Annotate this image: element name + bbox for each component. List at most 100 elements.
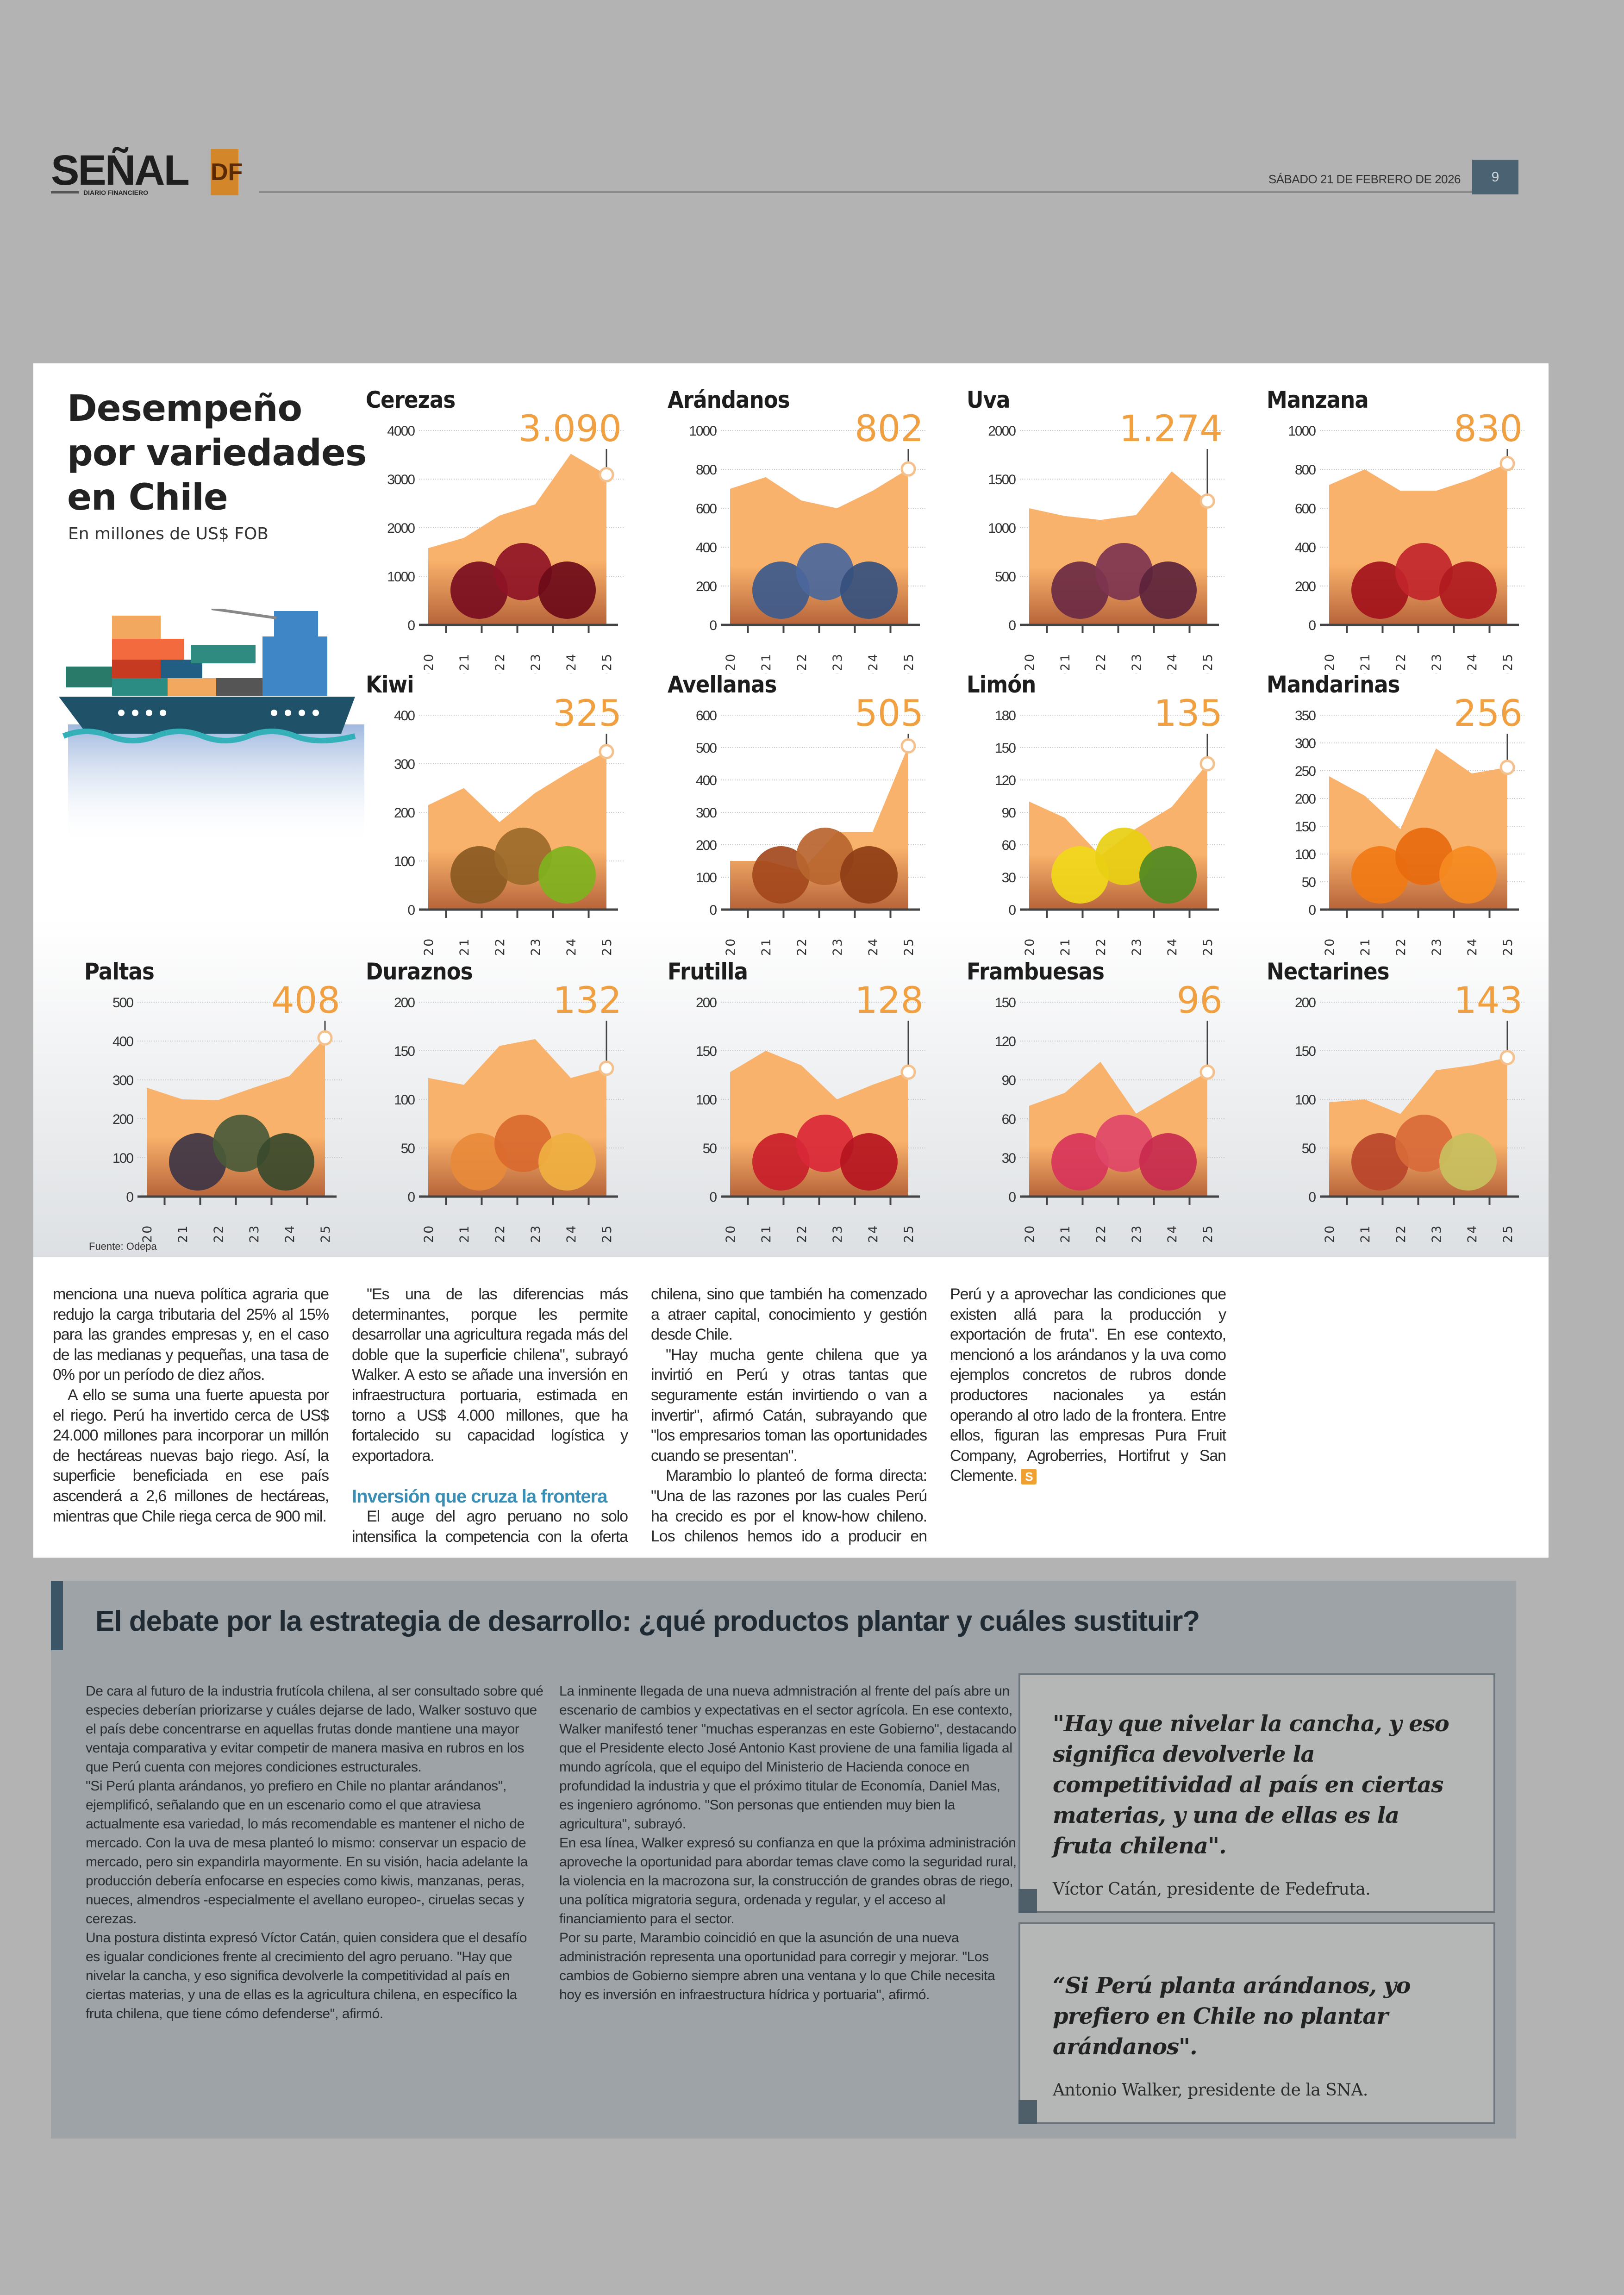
fruit-illustration-icon [1439, 1133, 1497, 1191]
y-tick-label: 600 [696, 501, 717, 517]
last-value-marker [1499, 760, 1515, 775]
chart-title: Paltas [84, 958, 155, 985]
article-paragraph: menciona una nueva política agraria que … [53, 1285, 329, 1384]
x-tick-label: 2023 [1430, 653, 1444, 674]
x-tick-label: 2024 [866, 937, 881, 958]
fruit-illustration-icon [450, 1133, 508, 1191]
chart-svg: 0 100 200 300 400 2020 2021 2022 2023 2024 2025 325 [394, 693, 625, 958]
x-tick-label: 2020 [724, 653, 738, 674]
y-tick-label: 120 [995, 773, 1016, 788]
x-tick-label: 2025 [600, 1224, 614, 1245]
x-tick-label: 2021 [1058, 937, 1073, 958]
y-tick-label: 200 [394, 995, 415, 1010]
chart-svg: 0 200 400 600 800 1000 2020 2021 2022 2023 2024 202… [689, 408, 927, 674]
x-tick-label: 2022 [493, 653, 507, 674]
x-tick-label: 2025 [1501, 1224, 1515, 1245]
big-value-label: 325 [553, 693, 622, 735]
fruit-illustration-icon [1139, 846, 1197, 904]
big-value-label: 802 [855, 408, 924, 450]
x-tick-label: 2025 [600, 937, 614, 958]
y-tick-label: 400 [696, 540, 717, 555]
chart-avellanas: 0 100 200 300 400 500 600 2020 2021 2022 2023 2024 2… [668, 671, 964, 958]
y-tick-label: 100 [1295, 1092, 1316, 1108]
box-paragraph: Una postura distinta expresó Víctor Catá… [86, 1930, 527, 2021]
fruit-illustration-icon [538, 846, 596, 904]
y-tick-label: 90 [1002, 805, 1016, 821]
infographic-subtitle: En millones de US$ FOB [68, 524, 269, 543]
fruit-illustration-icon [796, 828, 854, 885]
fruit-illustration-icon [1351, 1133, 1409, 1191]
y-tick-label: 200 [1295, 579, 1316, 594]
x-tick-label: 2023 [1130, 1224, 1144, 1245]
x-tick-label: 2020 [140, 1224, 155, 1245]
chart-arándanos: 0 200 400 600 800 1000 2020 2021 2022 2023 2024 202… [668, 387, 964, 674]
y-tick-label: 100 [394, 854, 415, 869]
fruit-illustration-icon [1395, 543, 1453, 600]
fruit-illustration-icon [538, 1133, 596, 1191]
title-line: por variedades [67, 432, 367, 474]
box-paragraph: Por su parte, Marambio coincidió en que … [559, 1930, 995, 2002]
x-tick-label: 2020 [422, 937, 436, 958]
logo-rule [51, 191, 79, 193]
chart-svg: 0 200 400 600 800 1000 2020 2021 2022 2023 2024 202… [1288, 408, 1526, 674]
y-tick-label: 0 [1008, 903, 1016, 918]
y-tick-label: 0 [709, 618, 717, 633]
x-tick-label: 2025 [600, 653, 614, 674]
y-tick-label: 400 [394, 708, 415, 723]
logo-wordmark: SEÑAL [51, 147, 190, 194]
x-tick-label: 2022 [795, 937, 809, 958]
x-tick-label: 2021 [457, 937, 472, 958]
chart-frambuesas: 0 30 60 90 120 150 2020 2021 2022 2023 2024 2025 96 F… [967, 958, 1263, 1245]
x-tick-label: 2022 [1094, 653, 1108, 674]
y-tick-label: 0 [126, 1190, 133, 1205]
chart-svg: 0 30 60 90 120 150 180 2020 2021 2022 2023 2024 2025… [995, 693, 1226, 958]
last-value-marker [900, 738, 916, 754]
chart-svg: 0 50 100 150 200 2020 2021 2022 2023 2024 2025 143 [1295, 980, 1526, 1245]
cargo-ship-icon [59, 609, 364, 845]
article-subheading: Inversión que cruza la frontera [352, 1486, 607, 1507]
y-tick-label: 500 [696, 741, 717, 756]
x-tick-label: 2025 [319, 1224, 333, 1245]
y-tick-label: 0 [1008, 1190, 1016, 1205]
fruit-illustration-icon [450, 561, 508, 619]
logo-subtitle: DIARIO FINANCIERO [83, 189, 148, 196]
x-tick-label: 2022 [493, 937, 507, 958]
last-value-marker [599, 1060, 614, 1076]
box-column-1: De cara al futuro de la industria frutíc… [86, 1682, 544, 2023]
x-tick-label: 2022 [795, 653, 809, 674]
x-tick-label: 2024 [866, 1224, 881, 1245]
x-tick-label: 2023 [1130, 653, 1144, 674]
x-tick-label: 2021 [457, 1224, 472, 1245]
y-tick-label: 200 [696, 995, 717, 1010]
big-value-label: 128 [855, 980, 924, 1022]
y-tick-label: 150 [1295, 1044, 1316, 1059]
big-value-label: 505 [855, 693, 924, 735]
y-tick-label: 200 [696, 579, 717, 594]
x-tick-label: 2024 [1165, 653, 1180, 674]
y-tick-label: 400 [1295, 540, 1316, 555]
box-paragraph: En esa línea, Walker expresó su confianz… [559, 1835, 1017, 1927]
y-tick-label: 100 [1295, 847, 1316, 862]
chart-paltas: 0 100 200 300 400 500 2020 2021 2022 2023 2024 2025… [84, 958, 381, 1245]
fruit-illustration-icon [1051, 1133, 1109, 1191]
y-tick-label: 0 [1008, 618, 1016, 633]
last-value-marker [1199, 1064, 1215, 1080]
x-tick-label: 2021 [759, 653, 774, 674]
x-tick-label: 2024 [1165, 937, 1180, 958]
x-tick-label: 2023 [247, 1224, 262, 1245]
x-tick-label: 2023 [1430, 1224, 1444, 1245]
fruit-illustration-icon [1095, 543, 1153, 600]
x-tick-label: 2024 [866, 653, 881, 674]
x-tick-label: 2021 [176, 1224, 190, 1245]
fruit-illustration-icon [752, 1133, 810, 1191]
x-tick-label: 2024 [283, 1224, 297, 1245]
y-tick-label: 4000 [387, 424, 415, 439]
y-tick-label: 50 [1302, 875, 1316, 890]
chart-title: Avellanas [668, 671, 777, 698]
y-tick-label: 800 [1295, 462, 1316, 478]
page-number: 9 [1472, 160, 1518, 194]
x-tick-label: 2023 [1430, 937, 1444, 958]
y-tick-label: 300 [696, 805, 717, 821]
x-tick-label: 2023 [831, 653, 845, 674]
fruit-illustration-icon [1395, 828, 1453, 885]
